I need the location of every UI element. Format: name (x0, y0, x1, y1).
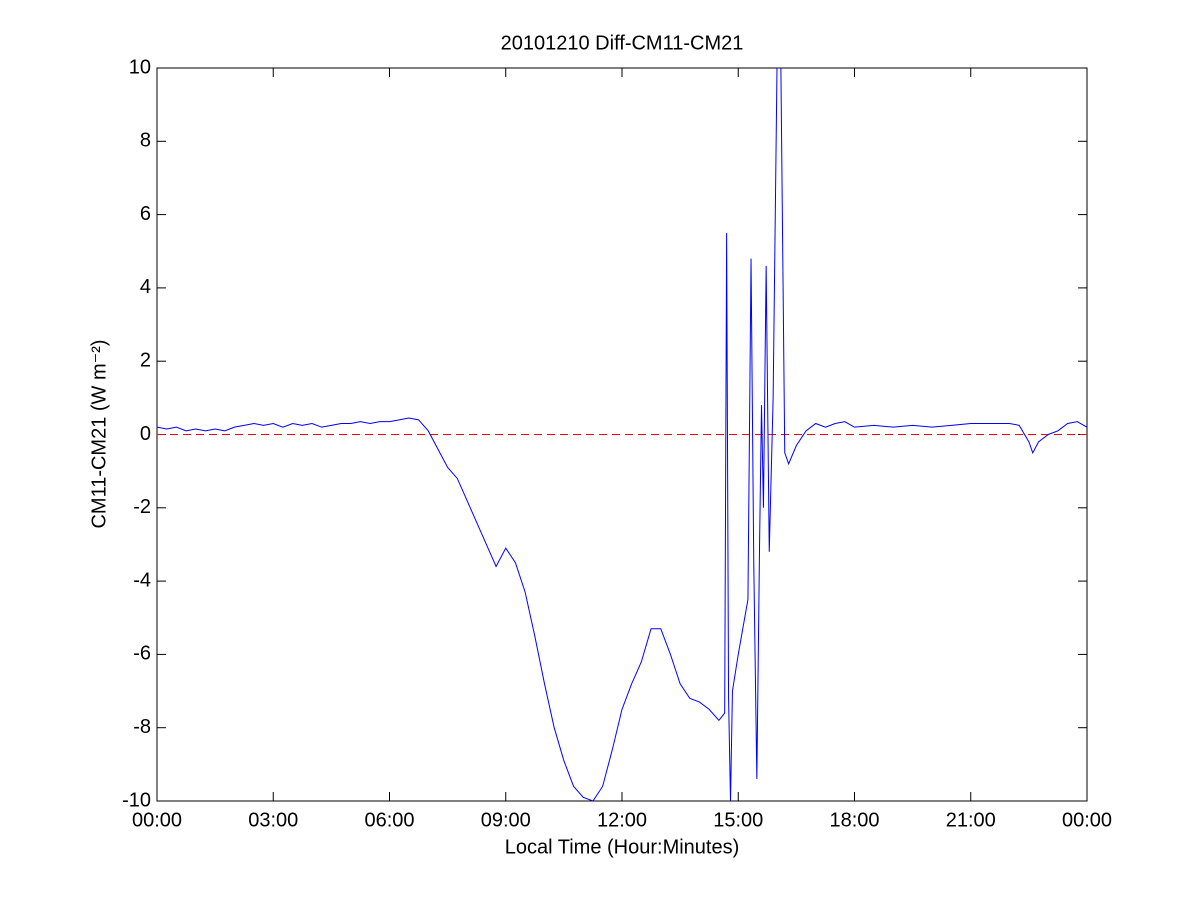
x-tick-label: 03:00 (248, 809, 298, 831)
y-tick-label: -10 (122, 789, 151, 811)
x-axis-label: Local Time (Hour:Minutes) (505, 836, 740, 858)
y-tick-label: 2 (140, 349, 151, 371)
x-tick-label: 09:00 (481, 809, 531, 831)
x-tick-label: 15:00 (713, 809, 763, 831)
x-tick-label: 00:00 (132, 809, 182, 831)
y-tick-label: 10 (129, 56, 151, 78)
y-tick-label: -2 (133, 496, 151, 518)
plot-frame (156, 67, 1088, 802)
chart-title: 20101210 Diff-CM11-CM21 (501, 32, 744, 54)
x-tick-label: 12:00 (597, 809, 647, 831)
y-tick-label: 6 (140, 203, 151, 225)
y-tick-label: 0 (140, 423, 151, 445)
y-tick-label: 4 (140, 276, 151, 298)
data-line (157, 68, 1087, 801)
y-tick-label: -8 (133, 716, 151, 738)
x-tick-label: 00:00 (1062, 809, 1112, 831)
x-tick-label: 06:00 (364, 809, 414, 831)
y-axis-label: CM11-CM21 (W m⁻²) (88, 339, 110, 528)
x-tick-label: 18:00 (829, 809, 879, 831)
y-tick-label: 8 (140, 130, 151, 152)
y-tick-label: -4 (133, 569, 151, 591)
x-tick-label: 21:00 (946, 809, 996, 831)
y-tick-label: -6 (133, 643, 151, 665)
